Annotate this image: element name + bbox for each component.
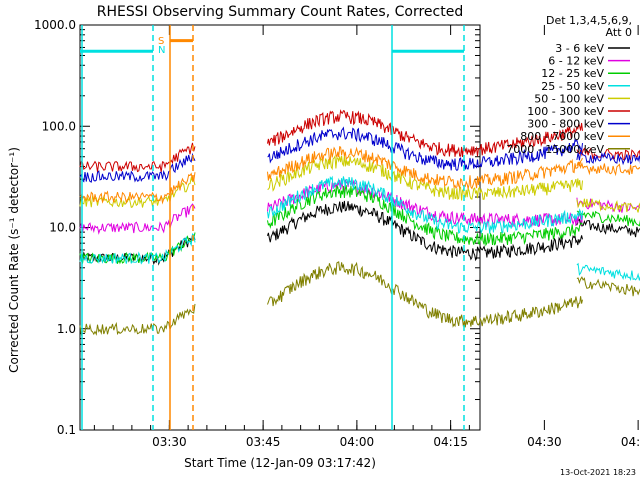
series-line-main [267, 145, 583, 190]
legend-entry-label: 800 - 7000 keV [520, 130, 604, 143]
legend-entry-label: 12 - 25 keV [541, 67, 604, 80]
legend-entry-label: 300 - 800 keV [527, 118, 604, 131]
series-line-pre [79, 232, 196, 265]
legend-entry-label: 100 - 300 keV [527, 105, 604, 118]
series-line-pre [79, 176, 196, 208]
series-line-pre [79, 152, 196, 183]
series-line-main [267, 184, 583, 247]
series-line-post [576, 218, 640, 238]
series-line-main [267, 261, 583, 328]
legend-header-line-1: Det 1,3,4,5,6,9, [546, 14, 632, 27]
data-series [79, 109, 640, 337]
series-line-main [267, 109, 583, 158]
legend-entry-label: 3 - 6 keV [555, 42, 604, 55]
series-line-pre [79, 172, 196, 205]
footer-date: 13-Oct-2021 18:23 [560, 468, 636, 477]
series-line-post [576, 198, 640, 213]
y-tick-label: 1.0 [57, 322, 76, 336]
y-tick-label: 100.0 [42, 119, 76, 133]
series-line-main [267, 175, 583, 235]
x-ticks: 03:30 03:45 04:00 04:15 04:30 04:45 [93, 25, 640, 449]
flag-label-s: S [158, 36, 164, 47]
series-line-pre [79, 203, 196, 235]
series-line-main [267, 179, 583, 228]
y-tick-label: 1000.0 [34, 18, 76, 32]
plot-area: 0.1 1.0 10.0 100.0 1000.0 03:30 03:45 04:00 04:1… [34, 18, 640, 449]
series-line-post [576, 210, 640, 227]
x-tick-label: 04:15 [433, 435, 468, 449]
y-tick-label: 10.0 [49, 221, 76, 235]
legend-header-line-2: Att 0 [606, 26, 632, 39]
series-line-main [267, 154, 583, 201]
series-line-pre [79, 233, 196, 265]
x-tick-label: 04:45 [621, 435, 640, 449]
x-axis-label: Start Time (12-Jan-09 03:17:42) [184, 456, 376, 470]
y-ticks: 0.1 1.0 10.0 100.0 1000.0 [34, 18, 480, 437]
x-tick-label: 04:00 [340, 435, 375, 449]
legend-entry-label: 6 - 12 keV [548, 55, 604, 68]
series-line-main [267, 126, 583, 171]
x-tick-label: 03:45 [246, 435, 281, 449]
series-line-pre [79, 303, 196, 337]
series-line-post [576, 276, 640, 297]
flag-label-n: N [158, 45, 165, 56]
series-line-pre [79, 142, 196, 173]
chart-title: RHESSI Observing Summary Count Rates, Co… [97, 4, 463, 20]
legend-entry-label: 50 - 100 keV [534, 92, 604, 105]
x-tick-label: 04:30 [527, 435, 562, 449]
series-line-main [267, 200, 583, 262]
flag-lines [80, 25, 465, 430]
series-line-post [576, 161, 640, 177]
series-line-post [576, 262, 640, 281]
legend-entry-label: 7000 - 15000 keV [506, 143, 604, 156]
y-tick-label: 0.1 [57, 423, 76, 437]
series-line-post [576, 151, 640, 166]
y-axis-label: Corrected Count Rate (s⁻¹ detector⁻¹) [7, 147, 21, 373]
legend-entry-label: 25 - 50 keV [541, 80, 604, 93]
x-tick-label: 03:30 [152, 435, 187, 449]
series-line-post [576, 147, 640, 162]
